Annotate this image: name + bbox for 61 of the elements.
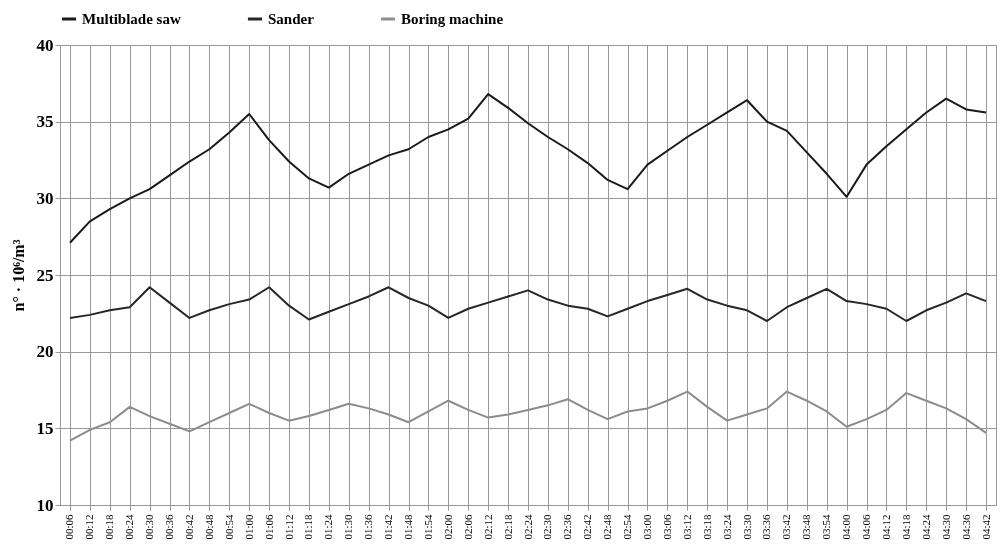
x-tick-label: 03:30 — [740, 514, 753, 540]
x-tick-label: 02:48 — [601, 514, 614, 540]
y-tick-label: 35 — [36, 112, 54, 132]
y-tick-label: 25 — [36, 265, 54, 285]
x-tick-label: 02:24 — [521, 514, 534, 540]
x-tick-label: 04:42 — [979, 514, 992, 540]
x-tick-label: 02:42 — [581, 514, 594, 540]
x-tick-label: 02:54 — [621, 514, 634, 540]
x-tick-label: 01:00 — [242, 514, 255, 540]
line-series — [68, 390, 988, 442]
x-tick-label: 04:00 — [840, 514, 853, 540]
x-tick-label: 03:00 — [640, 514, 653, 540]
y-axis-title: n° · 10⁶/m³ — [9, 239, 27, 312]
x-tick-label: 00:54 — [222, 514, 235, 540]
x-tick-label: 04:12 — [879, 514, 892, 540]
x-tick-label: 01:42 — [382, 514, 395, 540]
legend-label: Multiblade saw — [82, 11, 181, 27]
x-tick-label: 03:42 — [780, 514, 793, 540]
x-tick-label: 03:48 — [800, 514, 813, 540]
x-tick-label: 01:48 — [402, 514, 415, 540]
x-tick-label: 03:24 — [720, 514, 733, 540]
x-tick-label: 02:18 — [501, 514, 514, 540]
x-tick-label: 00:12 — [83, 514, 96, 540]
x-tick-label: 00:36 — [163, 514, 176, 540]
x-tick-label: 01:30 — [342, 514, 355, 540]
x-tick-label: 04:36 — [959, 514, 972, 540]
x-tick-label: 00:48 — [202, 514, 215, 540]
x-tick-label: 01:12 — [282, 514, 295, 540]
y-tick-label: 20 — [36, 342, 54, 362]
x-tick-label: 02:30 — [541, 514, 554, 540]
y-tick-label: 30 — [36, 188, 54, 208]
line-series — [68, 286, 988, 322]
y-tick-label: 10 — [36, 495, 54, 515]
x-tick-label: 02:36 — [561, 514, 574, 540]
x-tick-label: 00:42 — [182, 514, 195, 540]
legend-label: Boring machine — [401, 11, 504, 27]
x-tick-label: 02:06 — [461, 514, 474, 540]
x-tick-label: 03:36 — [760, 514, 773, 540]
x-tick-label: 03:06 — [660, 514, 673, 540]
x-tick-label: 01:18 — [302, 514, 315, 540]
x-tick-label: 03:18 — [700, 514, 713, 540]
x-tick-label: 04:24 — [919, 514, 932, 540]
x-tick-label: 00:18 — [103, 514, 116, 540]
x-tick-label: 02:12 — [481, 514, 494, 540]
y-tick-label: 40 — [36, 35, 54, 55]
x-tick-label: 04:06 — [860, 514, 873, 540]
x-tick-label: 00:30 — [143, 514, 156, 540]
y-tick-label: 15 — [36, 418, 54, 438]
x-tick-label: 01:54 — [421, 514, 434, 540]
x-tick-label: 02:00 — [441, 514, 454, 540]
x-tick-label: 01:06 — [262, 514, 275, 540]
x-tick-label: 00:06 — [63, 514, 76, 540]
x-tick-label: 00:24 — [123, 514, 136, 540]
x-tick-label: 03:54 — [820, 514, 833, 540]
x-tick-label: 04:18 — [899, 514, 912, 540]
x-tick-label: 01:24 — [322, 514, 335, 540]
x-tick-label: 03:12 — [680, 514, 693, 540]
line-series — [68, 93, 988, 244]
x-tick-label: 01:36 — [362, 514, 375, 540]
legend-label: Sander — [268, 11, 315, 27]
x-tick-label: 04:30 — [939, 514, 952, 540]
